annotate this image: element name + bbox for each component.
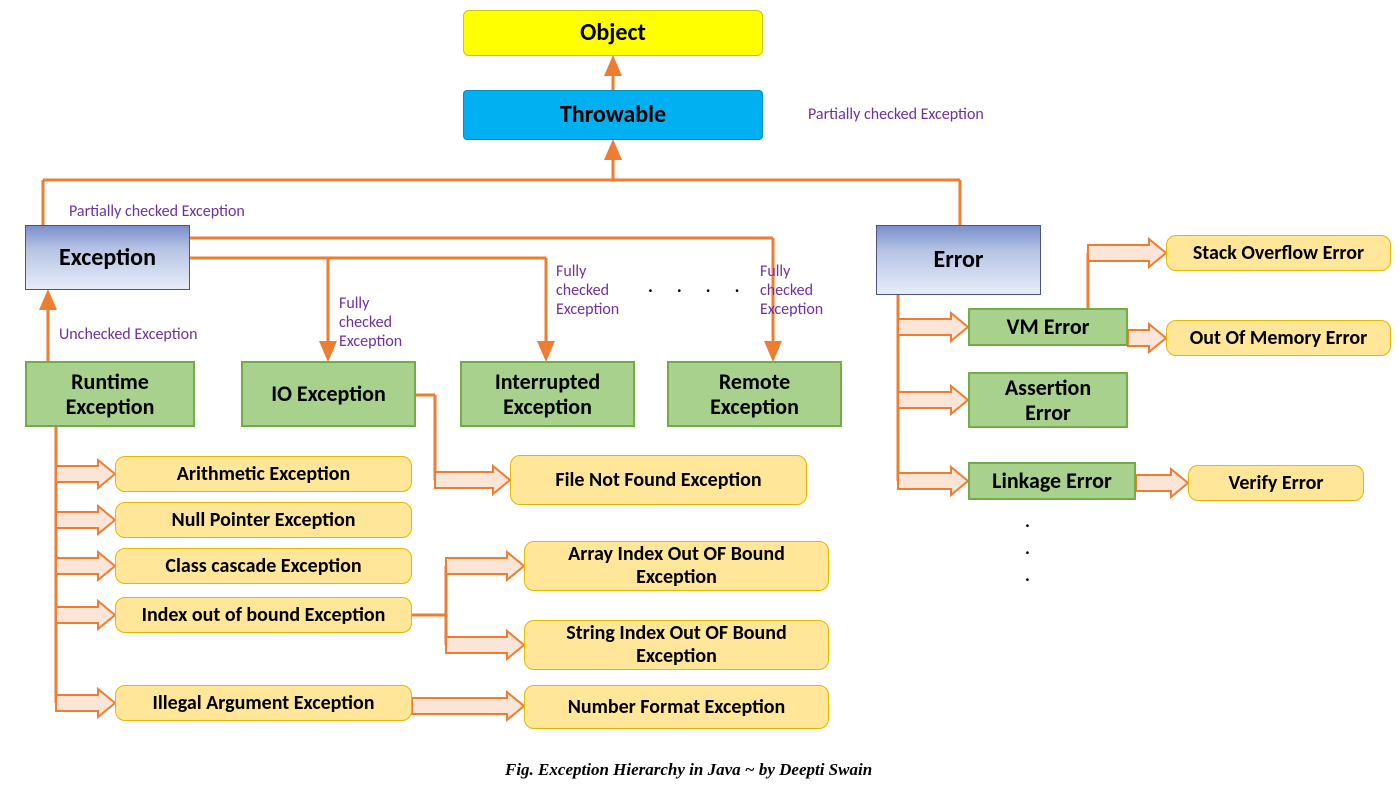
annotation-partial-1: Partially checked Exception [808, 105, 984, 124]
indexbound-exception-node: Index out of bound Exception [115, 597, 412, 633]
stringindex-exception-node: String Index Out OF Bound Exception [524, 620, 829, 670]
vertical-dots: ... [1025, 508, 1030, 589]
block-arrow [412, 692, 524, 720]
annotation-fully-3: Fully checked Exception [760, 262, 823, 320]
assertion-error-node: Assertion Error [968, 372, 1128, 428]
block-arrow [898, 386, 968, 414]
runtime-exception-node: Runtime Exception [25, 361, 195, 427]
outofmemory-error-node: Out Of Memory Error [1166, 320, 1391, 356]
figure-caption: Fig. Exception Hierarchy in Java ~ by De… [505, 760, 872, 780]
interrupted-exception-node: Interrupted Exception [460, 361, 635, 427]
classcascade-exception-node: Class cascade Exception [115, 548, 412, 584]
annotation-fully-1: Fully checked Exception [339, 294, 402, 352]
illegalarg-exception-node: Illegal Argument Exception [115, 685, 412, 721]
numberformat-exception-node: Number Format Exception [524, 685, 829, 729]
block-arrow [56, 552, 115, 580]
block-arrow [1088, 239, 1166, 267]
block-arrow [898, 467, 968, 495]
throwable-node: Throwable [463, 90, 763, 140]
remote-exception-node: Remote Exception [667, 361, 842, 427]
block-arrow [56, 460, 115, 488]
vm-error-node: VM Error [968, 308, 1128, 346]
block-arrow [56, 601, 115, 629]
block-arrow [56, 506, 115, 534]
block-arrow [56, 689, 115, 717]
linkage-error-node: Linkage Error [968, 462, 1136, 500]
filenotfound-exception-node: File Not Found Exception [510, 455, 807, 505]
exception-node: Exception [25, 225, 190, 290]
block-arrow [446, 631, 524, 659]
verify-error-node: Verify Error [1188, 465, 1364, 501]
error-node: Error [876, 225, 1041, 295]
block-arrow [1128, 324, 1166, 352]
io-exception-node: IO Exception [241, 361, 416, 427]
annotation-unchecked: Unchecked Exception [59, 325, 198, 344]
arrayindex-exception-node: Array Index Out OF Bound Exception [524, 541, 829, 591]
arithmetic-exception-node: Arithmetic Exception [115, 456, 412, 492]
nullpointer-exception-node: Null Pointer Exception [115, 502, 412, 538]
annotation-partial-2: Partially checked Exception [69, 202, 245, 221]
annotation-fully-2: Fully checked Exception [556, 262, 619, 320]
block-arrow [435, 466, 510, 494]
block-arrow [898, 313, 968, 341]
horizontal-dots: . . . . [648, 275, 749, 297]
object-node: Object [463, 10, 763, 56]
stackoverflow-error-node: Stack Overflow Error [1166, 235, 1391, 271]
block-arrow [1136, 469, 1188, 497]
block-arrow [446, 552, 524, 580]
